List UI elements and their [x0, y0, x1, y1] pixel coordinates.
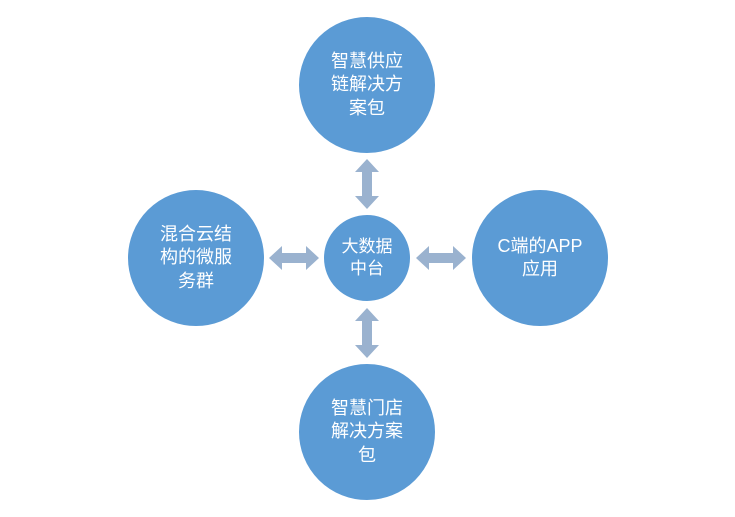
- double-arrow-icon: [269, 246, 319, 270]
- node-bottom-label: 智慧门店 解决方案 包: [331, 397, 403, 467]
- arrow-center-right: [416, 243, 466, 273]
- double-arrow-icon: [355, 159, 379, 209]
- node-right-label: C端的APP 应用: [497, 235, 582, 282]
- double-arrow-icon: [355, 308, 379, 358]
- diagram-stage: 大数据 中台 智慧供应 链解决方 案包 混合云结 构的微服 务群 C端的APP …: [0, 0, 735, 517]
- arrow-center-top: [352, 159, 382, 209]
- node-center: 大数据 中台: [322, 213, 412, 303]
- arrow-center-left: [269, 243, 319, 273]
- node-center-label: 大数据 中台: [342, 236, 393, 280]
- node-left: 混合云结 构的微服 务群: [126, 188, 266, 328]
- node-right: C端的APP 应用: [470, 188, 610, 328]
- arrow-center-bottom: [352, 308, 382, 358]
- node-top-label: 智慧供应 链解决方 案包: [331, 50, 403, 120]
- node-left-label: 混合云结 构的微服 务群: [160, 223, 232, 293]
- node-bottom: 智慧门店 解决方案 包: [297, 362, 437, 502]
- node-top: 智慧供应 链解决方 案包: [297, 15, 437, 155]
- double-arrow-icon: [416, 246, 466, 270]
